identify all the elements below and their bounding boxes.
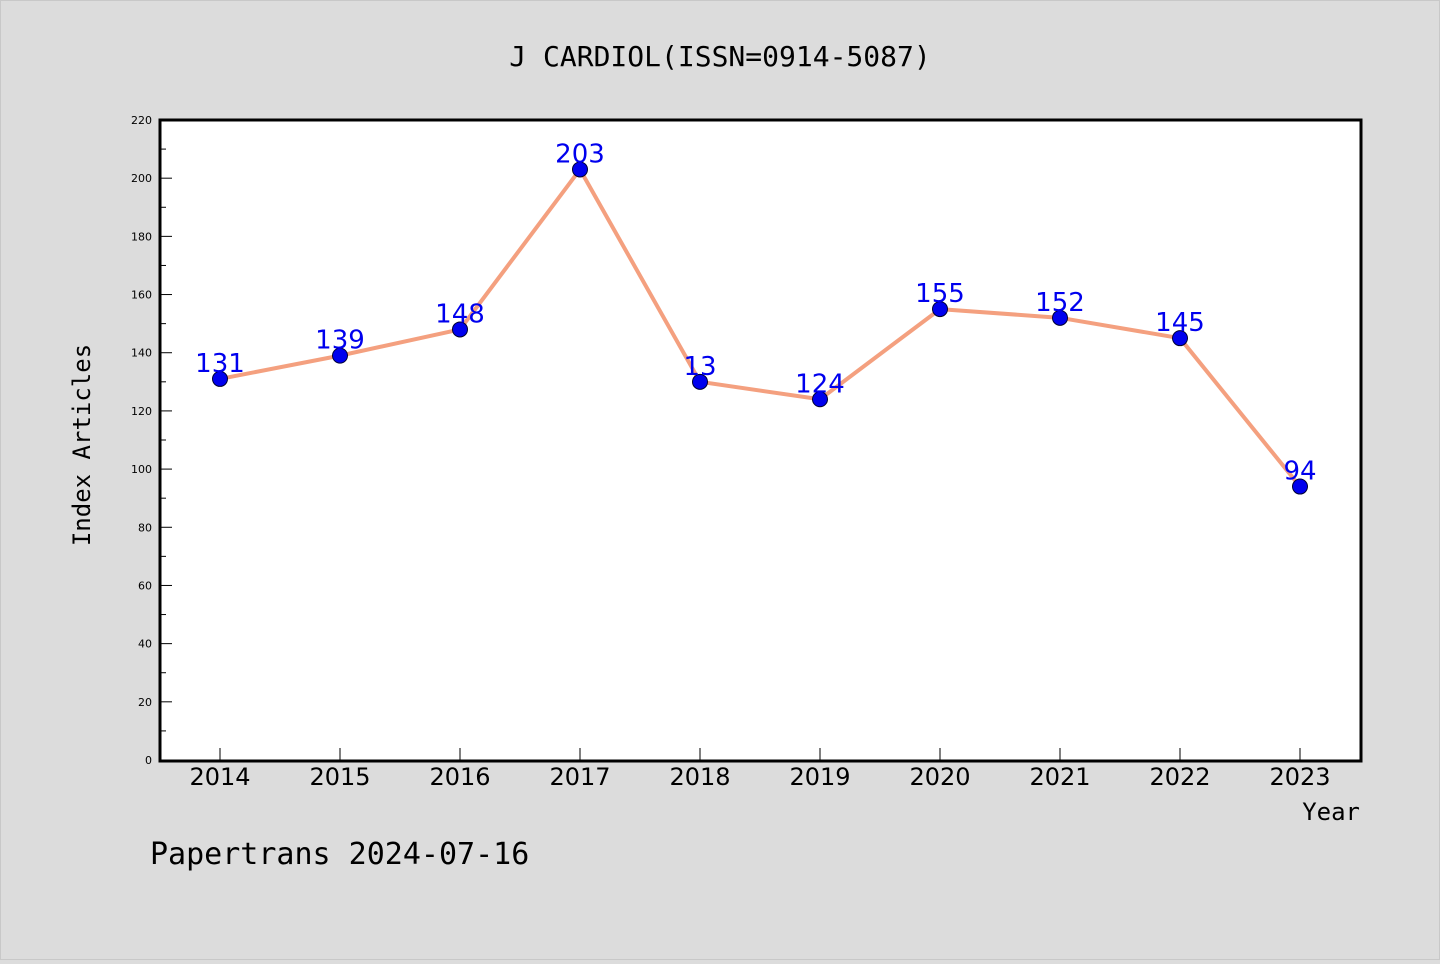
data-label: 94: [1283, 457, 1316, 487]
footer-credit: Papertrans 2024-07-16: [150, 837, 529, 872]
y-axis-label: Index Articles: [68, 344, 96, 546]
data-point: [692, 373, 708, 390]
x-tick-label: 2016: [429, 763, 490, 791]
data-point: [332, 347, 348, 364]
data-label: 152: [1035, 288, 1085, 318]
data-point: [572, 161, 588, 178]
y-tick-label: 120: [131, 405, 152, 418]
data-point: [212, 370, 228, 387]
data-point: [812, 391, 828, 408]
data-label: 155: [915, 279, 965, 309]
x-tick-label: 2017: [549, 763, 610, 791]
x-tick-label: 2019: [789, 763, 850, 791]
y-tick-label: 40: [138, 638, 152, 651]
data-label: 124: [795, 369, 845, 399]
data-point: [1052, 309, 1068, 326]
y-tick-label: 160: [131, 289, 152, 302]
x-tick-label: 2023: [1269, 763, 1330, 791]
data-point: [1292, 478, 1308, 495]
data-label: 203: [555, 139, 605, 169]
y-tick-label: 100: [131, 463, 152, 476]
data-label: 145: [1155, 308, 1205, 338]
x-tick-label: 2015: [309, 763, 370, 791]
y-tick-label: 60: [138, 579, 152, 592]
x-tick-label: 2021: [1029, 763, 1090, 791]
x-tick-label: 2020: [909, 763, 970, 791]
data-point: [1172, 330, 1188, 347]
data-label: 139: [315, 326, 365, 356]
x-axis-label: Year: [1302, 798, 1360, 826]
y-tick-label: 180: [131, 230, 152, 243]
data-label: 13: [683, 352, 716, 382]
y-tick-label: 80: [138, 521, 152, 534]
chart-title: J CARDIOL(ISSN=0914-5087): [509, 40, 930, 73]
y-tick-label: 140: [131, 347, 152, 360]
y-tick-label: 220: [131, 114, 152, 127]
series-line: [218, 167, 1302, 489]
x-tick-label: 2022: [1149, 763, 1210, 791]
y-tick-label: 20: [138, 696, 152, 709]
data-point: [932, 301, 948, 318]
y-tick-label: 0: [145, 754, 152, 767]
x-axis: 2014 2015 2016 2017 2018 2019 2020 2021 2022 2023: [189, 748, 1331, 791]
data-label: 131: [195, 349, 245, 379]
data-label: 148: [435, 299, 485, 329]
y-axis: 0 20 40 60 80 100 120 140 160 180 200 220: [131, 114, 172, 767]
x-tick-label: 2018: [669, 763, 730, 791]
data-labels: 131 139 148 203 13 124 155 152 145 94: [195, 139, 1316, 486]
y-tick-label: 200: [131, 172, 152, 185]
series-layer: [212, 161, 1308, 495]
data-point: [452, 321, 468, 338]
plot-area: [158, 118, 1363, 763]
x-tick-label: 2014: [189, 763, 250, 791]
